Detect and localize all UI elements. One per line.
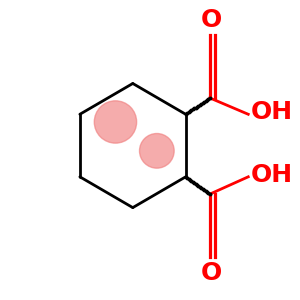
Circle shape (140, 134, 174, 168)
Text: OH: OH (251, 163, 293, 187)
Text: O: O (201, 8, 222, 31)
Circle shape (94, 101, 136, 143)
Text: O: O (201, 260, 222, 284)
Text: OH: OH (251, 100, 293, 124)
